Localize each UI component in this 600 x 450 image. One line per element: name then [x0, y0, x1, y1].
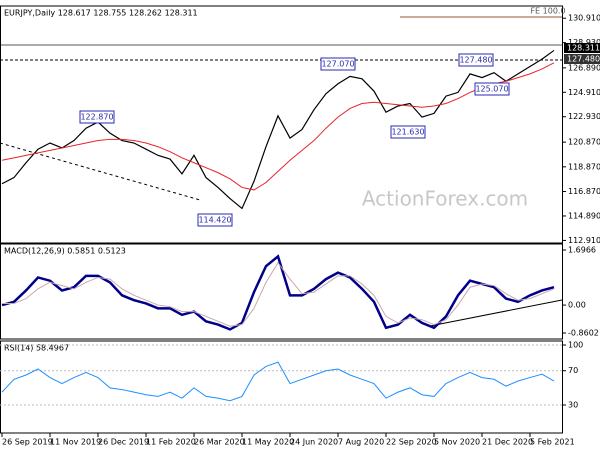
x-tick-label: 5 Nov 2020: [434, 438, 480, 447]
annotation-box: [79, 110, 115, 124]
annotation-box: [390, 125, 426, 139]
annotation: 127.480: [459, 56, 492, 65]
macd-trend-line: [429, 299, 563, 327]
panel-frame: [0, 340, 563, 434]
panel-title: RSI(14) 58.4967: [4, 344, 69, 353]
y-tick-label: 126.890: [568, 63, 600, 72]
annotation-box: [458, 53, 494, 67]
price-label: 127.480: [567, 55, 600, 64]
trend-line: [0, 142, 201, 201]
y-tick-label: 124.910: [568, 88, 600, 97]
y-tick-label: 30: [568, 400, 578, 409]
y-tick-label: 120.870: [568, 138, 600, 147]
series-line: [1, 361, 555, 402]
series-line: [2, 261, 555, 327]
panel-title: EURJPY,Daily 128.617 128.755 128.262 128…: [4, 9, 198, 18]
y-tick-label: 114.890: [568, 211, 600, 220]
panel-frame: [0, 243, 563, 340]
x-tick-label: 26 Sep 2019: [2, 438, 53, 447]
y-tick-label: 116.870: [568, 187, 600, 196]
annotation-box: [197, 213, 233, 227]
series-line: [1, 254, 555, 331]
x-tick-label: 21 Dec 2020: [482, 438, 533, 447]
y-tick-label: 122.930: [568, 112, 600, 121]
y-tick-label: 118.870: [568, 162, 600, 171]
x-tick-label: 26 Dec 2019: [98, 438, 149, 447]
y-tick-label: 1.6966: [568, 245, 596, 254]
annotation: 114.420: [198, 216, 231, 225]
x-tick-label: 11 Nov 2019: [50, 438, 101, 447]
y-tick-label: 128.930: [568, 38, 600, 47]
x-tick-label: 24 Jun 2020: [290, 438, 338, 447]
series-line: [1, 49, 555, 210]
x-tick-label: 22 Sep 2020: [386, 438, 437, 447]
annotation: 121.630: [391, 128, 424, 137]
price-label-box: [564, 54, 600, 64]
y-tick-label: -0.8602: [568, 329, 599, 338]
y-tick-label: 70: [568, 366, 578, 375]
panel-title: MACD(12,26,9) 0.5851 0.5123: [4, 247, 126, 256]
price-label-box: [564, 43, 600, 53]
x-tick-label: 11 May 2020: [242, 438, 294, 447]
annotation: 127.070: [321, 60, 354, 69]
annotation-box: [320, 57, 356, 71]
annotation: 125.070: [475, 85, 508, 94]
x-tick-label: 26 Mar 2020: [194, 438, 245, 447]
annotation: 122.870: [80, 113, 113, 122]
watermark: ActionForex.com: [362, 187, 528, 211]
x-tick-label: 5 Feb 2021: [530, 438, 575, 447]
series-line: [1, 62, 555, 191]
y-tick-label: 130.910: [568, 14, 600, 23]
x-tick-label: 11 Feb 2020: [146, 438, 196, 447]
y-tick-label: 0.00: [568, 301, 586, 310]
y-tick-label: 100: [568, 341, 583, 350]
panel-frame: [0, 5, 563, 244]
y-tick-label: 112.910: [568, 236, 600, 245]
annotation: FE 100.0: [530, 7, 565, 16]
annotation-box: [474, 82, 510, 96]
price-label: 128.311: [567, 44, 600, 53]
x-tick-label: 7 Aug 2020: [338, 438, 384, 447]
